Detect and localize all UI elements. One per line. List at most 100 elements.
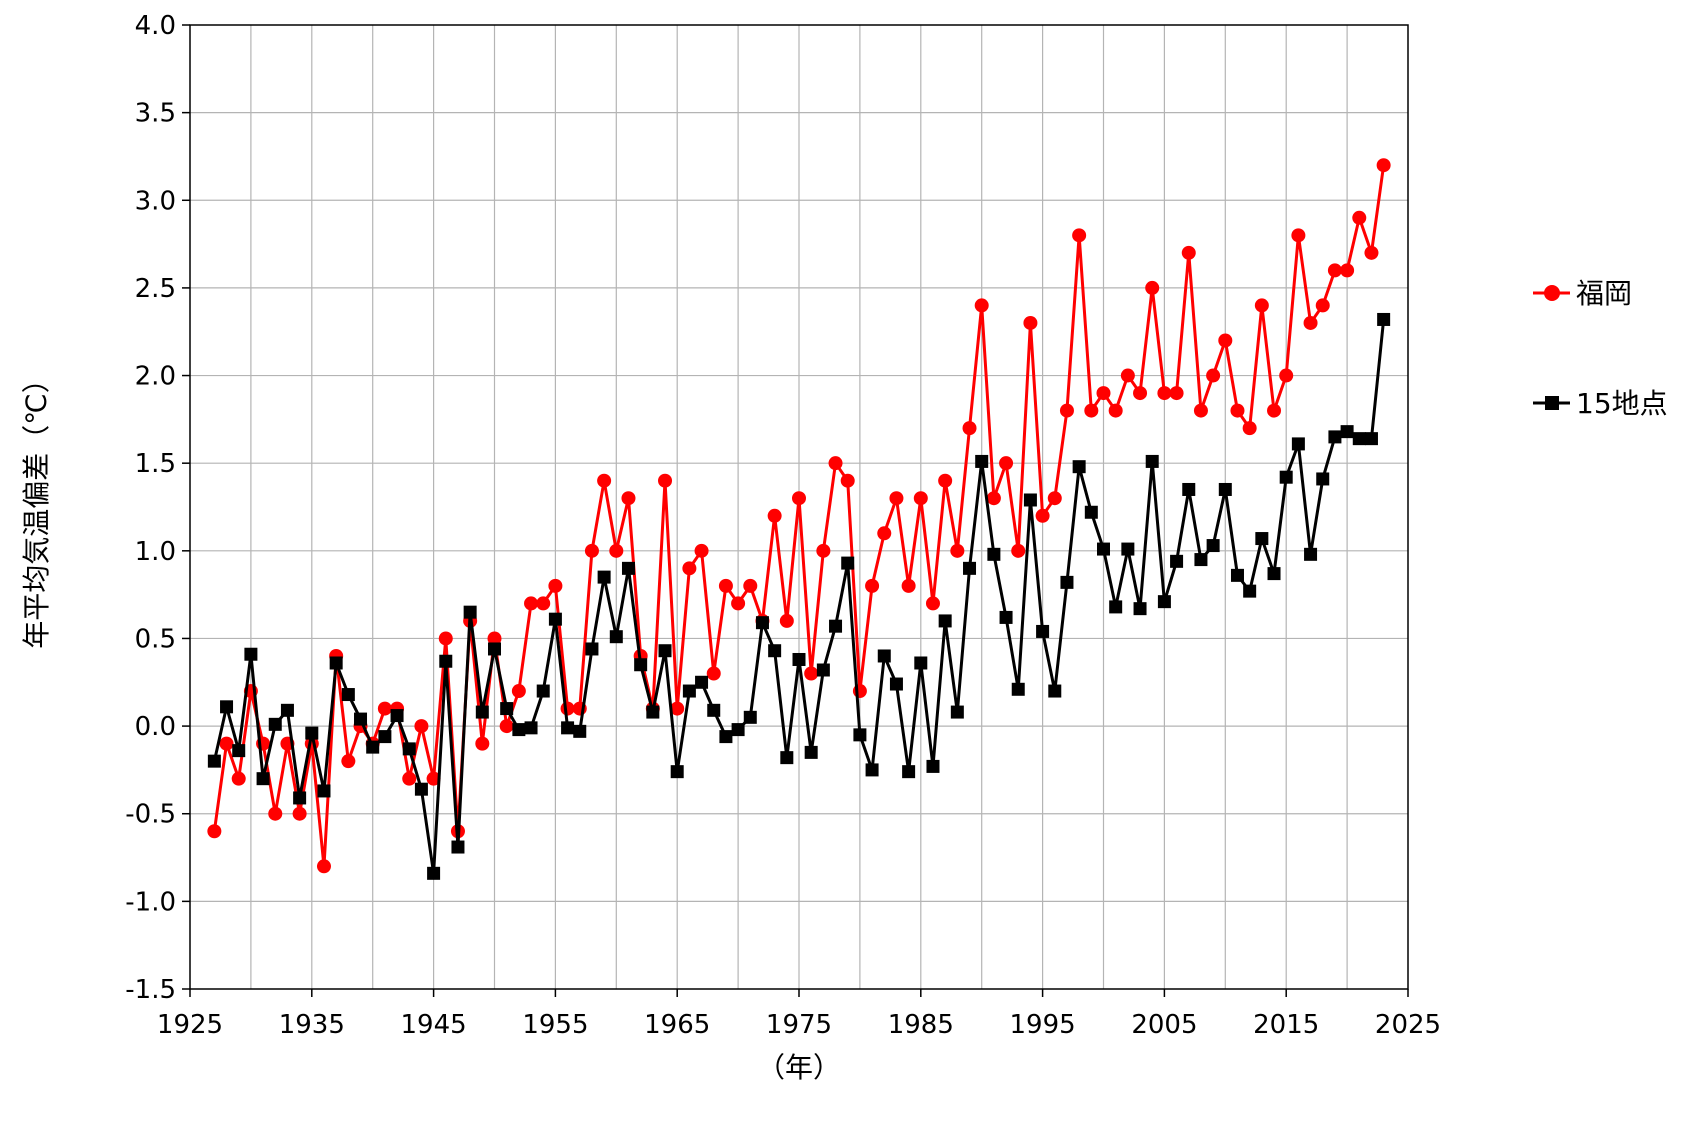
data-point	[1304, 547, 1318, 561]
data-point	[938, 614, 952, 628]
data-point	[1352, 432, 1366, 446]
data-point	[305, 726, 319, 740]
data-point	[938, 473, 953, 488]
data-point	[487, 631, 502, 646]
data-point	[1218, 333, 1233, 348]
data-point	[695, 675, 709, 689]
data-point	[1291, 228, 1306, 243]
data-point	[377, 701, 392, 716]
data-point	[390, 709, 404, 723]
data-point	[963, 561, 977, 575]
data-point	[463, 605, 477, 619]
data-point	[597, 570, 611, 584]
data-point	[548, 612, 562, 626]
data-point	[901, 578, 916, 593]
data-point	[317, 784, 331, 798]
data-point	[743, 578, 758, 593]
data-point	[500, 702, 514, 716]
data-point	[1084, 403, 1099, 418]
data-point	[1315, 298, 1330, 313]
data-point	[621, 491, 636, 506]
data-point	[962, 421, 977, 436]
data-point	[1145, 280, 1160, 295]
data-point	[512, 723, 526, 737]
data-point	[414, 782, 428, 796]
data-point	[999, 456, 1014, 471]
data-point	[1047, 491, 1062, 506]
x-tick-label: 2015	[1253, 1010, 1319, 1040]
data-point	[439, 654, 453, 668]
data-point	[1120, 368, 1135, 383]
data-point	[658, 644, 672, 658]
data-point	[256, 772, 270, 786]
data-point	[719, 730, 733, 744]
data-point	[743, 710, 757, 724]
y-tick-label: 0.5	[135, 624, 176, 654]
x-axis-ticks: 1925 1935 1945 1955 1965 1975 1985 1995 2005 2015…	[157, 989, 1441, 1040]
legend-marker-15-points	[1545, 396, 1559, 410]
data-point	[1242, 421, 1257, 436]
data-point	[1121, 542, 1135, 556]
data-point	[1364, 432, 1378, 446]
data-point	[1340, 425, 1354, 439]
data-point	[1145, 454, 1159, 468]
x-tick-label: 1945	[401, 1010, 467, 1040]
y-axis-ticks: 4.0 3.5 3.0 2.5 2.0 1.5 1.0 0.5 0.0 -0.5 -1.0 -1.5	[125, 11, 190, 1005]
data-point	[865, 763, 879, 777]
data-point	[1060, 575, 1074, 589]
data-point	[231, 771, 246, 786]
data-point	[1243, 584, 1257, 598]
data-point	[804, 745, 818, 759]
data-point	[1218, 482, 1232, 496]
data-point	[1193, 403, 1208, 418]
data-point	[1376, 158, 1391, 173]
data-point	[768, 644, 782, 658]
legend-label-15-points: 15地点	[1576, 387, 1668, 420]
data-point	[670, 765, 684, 779]
data-point	[1072, 460, 1086, 474]
data-point	[499, 719, 514, 734]
data-point	[974, 298, 989, 313]
data-point	[926, 759, 940, 773]
data-point	[1206, 539, 1220, 553]
data-point	[511, 684, 526, 699]
data-point	[1097, 542, 1110, 556]
data-point	[975, 454, 989, 468]
x-tick-label: 1995	[1010, 1010, 1076, 1040]
data-point	[1279, 470, 1293, 484]
data-point	[816, 543, 831, 558]
data-series	[207, 158, 1391, 880]
data-point	[816, 663, 830, 677]
data-point	[828, 456, 843, 471]
x-tick-label: 1975	[766, 1010, 832, 1040]
data-point	[986, 491, 1001, 506]
data-point	[1133, 602, 1147, 616]
data-point	[366, 740, 380, 754]
data-point	[1036, 624, 1050, 638]
data-point	[1011, 682, 1025, 696]
data-point	[718, 578, 733, 593]
data-point	[877, 649, 891, 663]
data-point	[292, 806, 307, 821]
data-point	[1377, 312, 1391, 326]
data-point	[609, 543, 624, 558]
data-point	[682, 561, 697, 576]
data-point	[1181, 245, 1196, 260]
data-point	[1291, 437, 1305, 451]
data-point	[488, 642, 501, 656]
data-point	[1072, 228, 1087, 243]
data-point	[1109, 600, 1123, 614]
data-point	[731, 596, 746, 611]
data-point	[341, 688, 355, 702]
legend-label-fukuoka: 福岡	[1576, 277, 1632, 310]
data-point	[548, 578, 563, 593]
data-point	[682, 684, 696, 698]
data-point	[1035, 508, 1050, 523]
data-point	[268, 717, 282, 731]
data-point	[1169, 386, 1184, 401]
data-point	[706, 666, 721, 681]
data-point	[207, 824, 222, 839]
data-point	[865, 578, 880, 593]
y-tick-label: 4.0	[135, 11, 176, 41]
